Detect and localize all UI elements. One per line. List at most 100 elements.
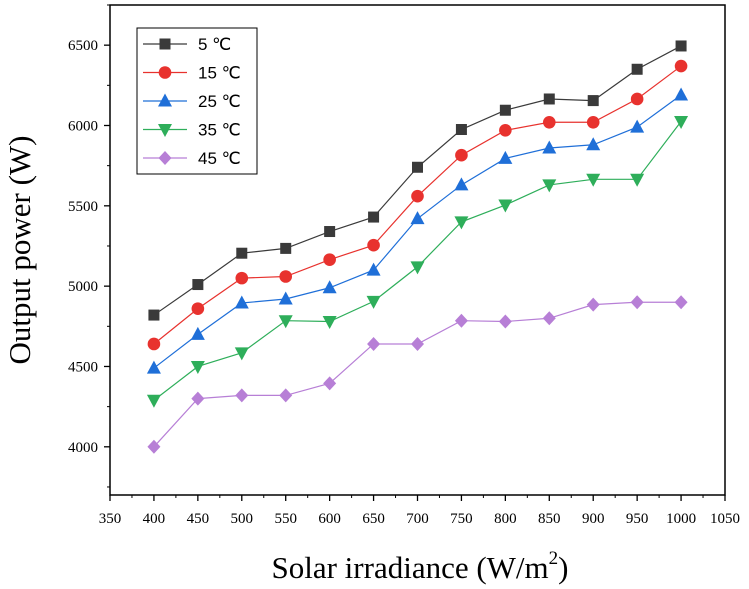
data-point <box>279 388 293 403</box>
legend-label: 5 ℃ <box>198 35 231 54</box>
data-point <box>498 199 513 213</box>
data-point <box>322 280 337 294</box>
legend-label: 25 ℃ <box>198 92 241 111</box>
data-point <box>542 179 557 193</box>
x-tick-label: 1050 <box>710 511 740 527</box>
data-point <box>674 115 689 129</box>
x-tick-label: 950 <box>626 511 649 527</box>
y-tick-label: 5000 <box>68 279 98 295</box>
data-point <box>235 271 249 285</box>
x-tick-label: 800 <box>494 511 517 527</box>
y-tick-label: 5500 <box>68 199 98 215</box>
data-point <box>235 388 249 403</box>
data-point <box>234 295 249 309</box>
y-tick-labels: 4000 4500 5000 5500 6000 6500 <box>68 38 98 456</box>
legend-marker <box>159 38 171 50</box>
data-point <box>411 336 424 351</box>
data-point <box>278 291 293 305</box>
data-point <box>191 302 205 315</box>
data-point <box>146 394 161 408</box>
y-tick-label: 6500 <box>68 38 98 54</box>
data-point <box>236 247 248 259</box>
data-point <box>454 313 468 328</box>
data-point <box>148 309 160 321</box>
data-point <box>368 211 380 223</box>
data-point <box>542 140 557 154</box>
data-point <box>499 124 512 137</box>
y-tick-label: 4500 <box>68 359 98 375</box>
data-point <box>586 173 601 187</box>
legend-label: 15 ℃ <box>198 64 241 83</box>
data-point <box>454 177 469 191</box>
data-point <box>278 315 293 329</box>
data-point <box>367 336 381 351</box>
data-point <box>586 137 601 151</box>
data-point <box>367 238 380 252</box>
data-point <box>675 40 687 52</box>
data-point <box>630 92 644 106</box>
data-point <box>499 104 511 116</box>
x-tick-label: 400 <box>143 511 166 527</box>
data-point <box>542 311 556 326</box>
data-point <box>498 314 512 329</box>
x-tick-label: 700 <box>406 511 429 527</box>
data-point <box>192 279 204 291</box>
data-point <box>280 242 292 254</box>
data-point <box>279 270 293 283</box>
data-point <box>630 295 644 310</box>
series-markers <box>146 40 689 454</box>
data-point <box>147 439 161 454</box>
x-tick-label: 1000 <box>666 511 696 527</box>
x-axis-title: Solar irradiance (W/m2) <box>272 548 569 585</box>
x-tick-label: 350 <box>99 511 122 527</box>
legend: 5 ℃ 15 ℃ 25 ℃ 35 ℃ 45 ℃ <box>136 27 258 175</box>
data-point <box>455 148 468 162</box>
x-tick-label: 550 <box>274 511 297 527</box>
x-tick-labels: 350 400 450 500 550 600 650 700 750 800 850 900 950 1… <box>99 511 740 527</box>
data-point <box>190 326 205 340</box>
legend-label: 35 ℃ <box>198 121 241 140</box>
legend-marker <box>158 66 172 79</box>
data-point <box>542 115 556 129</box>
y-tick-label: 4000 <box>68 440 98 456</box>
data-point <box>191 391 205 406</box>
data-point <box>147 337 161 351</box>
data-point <box>674 59 688 73</box>
x-tick-label: 500 <box>231 511 254 527</box>
data-point <box>323 376 337 391</box>
legend-marker <box>158 124 172 137</box>
x-tick-label: 650 <box>362 511 385 527</box>
data-point <box>366 295 381 309</box>
data-point <box>630 119 645 133</box>
data-point <box>586 297 600 312</box>
data-point <box>454 216 469 230</box>
x-tick-label: 900 <box>582 511 605 527</box>
x-tick-label: 750 <box>450 511 473 527</box>
data-point <box>455 124 467 136</box>
data-point <box>234 347 249 361</box>
data-point <box>587 95 599 107</box>
x-tick-label: 450 <box>187 511 210 527</box>
data-point <box>674 87 689 101</box>
legend-marker <box>158 93 172 107</box>
y-tick-label: 6000 <box>68 118 98 134</box>
x-tick-label: 600 <box>318 511 341 527</box>
axis-ticks <box>104 4 726 501</box>
legend-marker <box>158 151 172 165</box>
x-tick-label: 850 <box>538 511 561 527</box>
data-point <box>586 115 600 129</box>
data-point <box>366 262 381 276</box>
data-point <box>190 360 205 374</box>
y-axis-title: Output power (W) <box>2 136 37 365</box>
legend-label: 45 ℃ <box>198 149 241 168</box>
data-point <box>674 295 688 310</box>
data-point <box>630 173 645 187</box>
data-point <box>498 150 513 164</box>
data-point <box>410 211 425 225</box>
data-point <box>322 315 337 329</box>
data-point <box>146 360 161 374</box>
data-point <box>324 226 336 238</box>
data-point <box>323 253 336 266</box>
data-point <box>631 63 643 75</box>
